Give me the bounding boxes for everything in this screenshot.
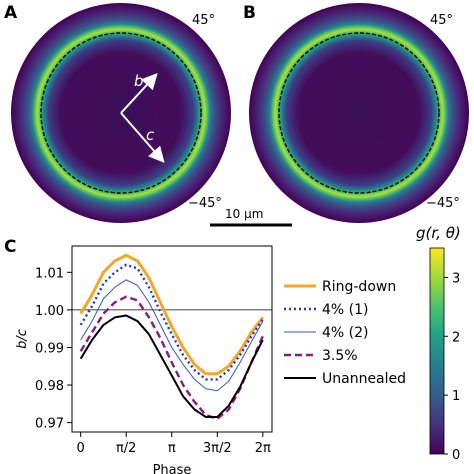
line-chart: 0 π/2 π 3π/2 2π 0.97 0.98 0.99 1.00 1.01 Phase b… — [15, 245, 273, 474]
series-line-1 — [79, 253, 264, 376]
legend: Ring-down 4% (1) 4% (2) 3.5% Unannealed — [284, 279, 406, 387]
series-group — [79, 253, 264, 420]
legend-label-1: Ring-down — [322, 279, 396, 295]
x-axis-label: Phase — [153, 463, 192, 474]
colorbar-tick-label: 0 — [452, 448, 460, 463]
colorbar-ticks: 0 1 2 3 — [444, 271, 460, 463]
panel-a-angle-bottom: −45° — [188, 196, 222, 211]
x-tick-label: 2π — [255, 441, 271, 456]
series-line-4 — [79, 295, 264, 420]
legend-label-3: 4% (2) — [322, 325, 369, 341]
panel-c-label: C — [4, 237, 16, 257]
panel-b-fit-circle — [278, 32, 440, 194]
legend-label-5: Unannealed — [322, 371, 406, 387]
y-tick-label: 0.97 — [35, 417, 64, 432]
series-line-5 — [79, 314, 264, 418]
arrow-b-label: b — [134, 72, 144, 90]
x-tick-label: π/2 — [116, 441, 136, 456]
panel-b-density-map — [249, 3, 469, 223]
arrow-b — [120, 73, 158, 114]
y-tick-label: 0.99 — [35, 341, 64, 356]
panel-a-angle-top: 45° — [192, 13, 215, 28]
y-axis-label: b/c — [15, 329, 30, 349]
colorbar-tick-label: 3 — [452, 271, 460, 286]
colorbar-tick-label: 2 — [452, 330, 460, 345]
panel-b-angle-top: 45° — [430, 13, 453, 28]
y-ticks: 0.97 0.98 0.99 1.00 1.01 — [35, 266, 72, 432]
y-tick-label: 0.98 — [35, 379, 64, 394]
panel-a-fit-circle — [40, 32, 202, 194]
x-tick-label: 3π/2 — [203, 441, 232, 456]
x-tick-label: π — [168, 441, 176, 456]
scale-bar-label: 10 μm — [225, 207, 263, 221]
legend-label-2: 4% (1) — [322, 302, 369, 318]
x-tick-label: 0 — [77, 441, 85, 456]
colorbar-tick-label: 1 — [452, 389, 460, 404]
colorbar-label: g(r, θ) — [416, 224, 461, 242]
x-ticks: 0 π/2 π 3π/2 2π — [77, 432, 271, 456]
colorbar — [429, 247, 445, 455]
arrow-c-label: c — [146, 126, 155, 144]
panel-b-label: B — [243, 3, 256, 23]
legend-label-4: 3.5% — [322, 348, 358, 364]
y-tick-label: 1.00 — [35, 304, 64, 319]
y-tick-label: 1.01 — [35, 266, 64, 281]
panel-b-angle-bottom: −45° — [426, 196, 460, 211]
panel-a-label: A — [4, 3, 18, 23]
series-line-3 — [80, 279, 264, 392]
arrow-c — [120, 112, 165, 164]
